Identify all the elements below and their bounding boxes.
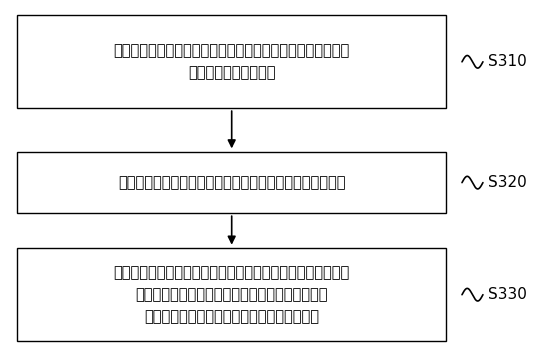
Bar [17, 248, 446, 341]
Text: S330: S330 [488, 287, 527, 302]
Text: 对蓝宝石衬底的表面进行图案化，形成多个蓝宝石图形，蓝宝
石图形具有平整上表面: 对蓝宝石衬底的表面进行图案化，形成多个蓝宝石图形，蓝宝 石图形具有平整上表面 [114, 43, 350, 80]
Text: S320: S320 [488, 175, 527, 190]
Bar [17, 152, 446, 213]
Text: 在蓝宝石衬底形成有蓝宝石图形的一侧表面沉积一层异质层: 在蓝宝石衬底形成有蓝宝石图形的一侧表面沉积一层异质层 [118, 175, 345, 190]
Bar [17, 16, 446, 108]
Text: S310: S310 [488, 54, 527, 69]
Text: 对异质层进行减薄抛光处理，以使蓝宝石图形被包覆于异质层
中，异质层的上表面裸露出蓝宝石图形的上表面，
且蓝宝石图形的上表面与异质层的上表面齐平: 对异质层进行减薄抛光处理，以使蓝宝石图形被包覆于异质层 中，异质层的上表面裸露出… [114, 265, 350, 324]
